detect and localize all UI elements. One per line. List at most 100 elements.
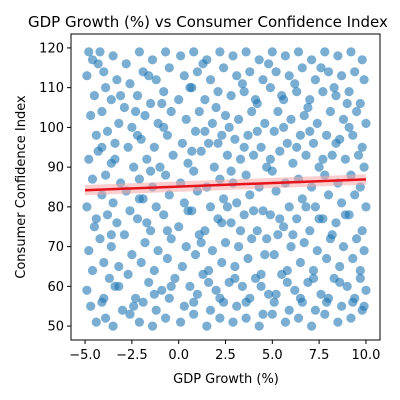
scatter-point: [168, 150, 178, 160]
scatter-point: [179, 71, 189, 81]
scatter-point: [219, 63, 229, 73]
scatter-point: [114, 281, 124, 291]
regression-line-path: [84, 178, 367, 192]
scatter-point: [258, 75, 268, 85]
scatter-point: [104, 273, 114, 283]
scatter-point: [132, 91, 143, 101]
scatter-point: [84, 246, 94, 256]
scatter-point: [222, 150, 232, 160]
scatter-point: [207, 246, 217, 256]
scatter-point: [151, 305, 161, 315]
scatter-point: [230, 273, 240, 283]
scatter-point: [151, 75, 161, 85]
scatter-point: [162, 226, 172, 236]
scatter-point: [97, 142, 107, 152]
scatter-point: [217, 130, 227, 140]
scatter-point: [357, 142, 367, 152]
scatter-point: [295, 293, 305, 303]
scatter-point: [256, 142, 266, 152]
scatter-point: [123, 269, 133, 279]
x-tick-label: 10.0: [351, 348, 380, 363]
scatter-point: [196, 146, 206, 156]
x-tick-label: 2.5: [215, 348, 236, 363]
y-axis-label: Consumer Confidence Index: [14, 95, 29, 279]
scatter-point: [241, 47, 251, 57]
scatter-point: [290, 285, 300, 295]
scatter-point: [260, 118, 270, 128]
scatter-point: [342, 98, 352, 109]
scatter-point: [119, 102, 129, 113]
scatter-point: [299, 110, 309, 121]
scatter-point: [234, 242, 244, 252]
scatter-point: [189, 166, 199, 176]
scatter-point: [174, 95, 184, 105]
scatter-point: [256, 281, 266, 291]
scatter-point: [295, 257, 305, 268]
x-tick-label: 5.0: [262, 348, 283, 363]
scatter-point: [132, 214, 143, 224]
scatter-point: [134, 47, 144, 57]
scatter-point: [297, 63, 307, 73]
scatter-point: [293, 47, 304, 57]
scatter-point: [325, 106, 335, 117]
scatter-point: [213, 138, 223, 148]
scatter-point: [151, 202, 161, 212]
scatter-point: [265, 83, 275, 93]
scatter-point: [264, 289, 274, 299]
scatter-point: [179, 198, 189, 208]
scatter-point: [286, 242, 296, 252]
scatter-point: [219, 194, 229, 204]
scatter-point: [286, 114, 296, 124]
scatter-point: [226, 218, 236, 228]
scatter-point: [138, 297, 148, 307]
scatter-point: [149, 142, 159, 152]
scatter-point: [116, 91, 126, 101]
scatter-point: [350, 67, 360, 77]
scatter-point: [346, 313, 356, 323]
scatter-point: [101, 313, 111, 323]
scatter-point: [125, 79, 135, 89]
scatter-point: [215, 47, 225, 57]
scatter-point: [267, 47, 277, 57]
scatter-point: [333, 51, 343, 61]
scatter-point: [99, 67, 109, 77]
scatter-point: [361, 202, 371, 212]
y-axis-ticks: 50 60 70 80 90 100 110 120: [39, 41, 71, 335]
scatter-point: [271, 186, 281, 196]
scatter-point: [146, 166, 156, 176]
scatter-point: [101, 83, 111, 93]
scatter-point: [295, 130, 305, 140]
scatter-point: [114, 261, 124, 272]
scatter-point: [200, 126, 210, 136]
scatter-point: [112, 218, 122, 228]
scatter-point: [176, 317, 186, 327]
scatter-point: [87, 265, 98, 276]
scatter-point: [284, 71, 294, 81]
scatter-point: [318, 87, 328, 97]
scatter-point: [267, 166, 277, 176]
scatter-point: [183, 158, 193, 168]
y-tick-label: 100: [39, 121, 64, 136]
scatter-point: [220, 110, 231, 121]
scatter-point: [200, 95, 210, 105]
scatter-point: [320, 309, 330, 319]
x-tick-label: −2.5: [116, 348, 148, 363]
scatter-point: [307, 55, 317, 65]
scatter-point: [215, 293, 225, 303]
scatter-point: [147, 321, 158, 331]
scatter-point: [269, 126, 279, 136]
scatter-point: [110, 154, 120, 164]
scatter-point: [93, 59, 103, 69]
scatter-point: [162, 253, 172, 264]
scatter-point: [271, 67, 281, 77]
scatter-point: [108, 198, 118, 208]
scatter-point: [215, 313, 225, 323]
scatter-point: [230, 134, 240, 144]
scatter-point: [305, 95, 315, 105]
scatter-point: [241, 170, 251, 180]
scatter-point: [239, 87, 249, 97]
scatter-point: [84, 47, 94, 57]
scatter-point: [346, 47, 356, 57]
scatter-point: [288, 158, 298, 168]
scatter-point: [249, 206, 259, 216]
